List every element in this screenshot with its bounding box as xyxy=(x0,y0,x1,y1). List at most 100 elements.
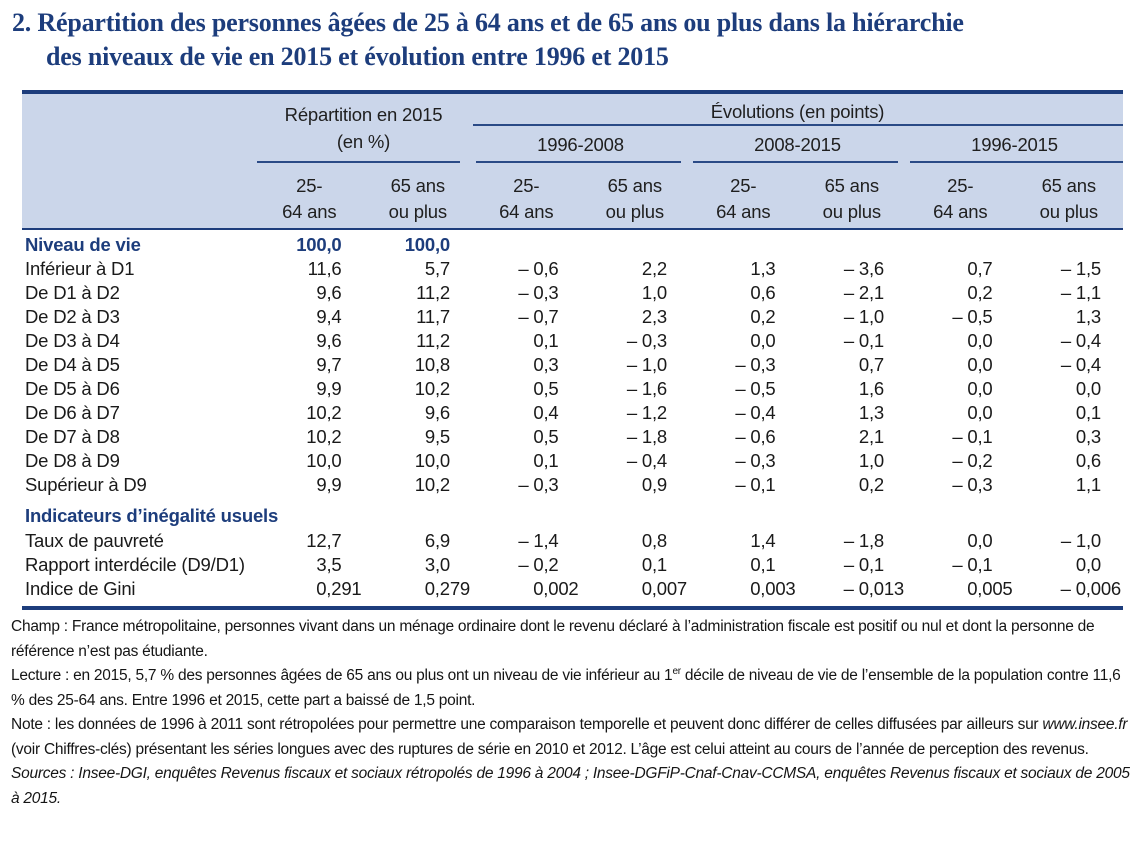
table-row: De D5 à D6 9,9 10,2 0,5 – 1,6 – 0,5 1,6 0,0 0,0 xyxy=(22,377,1123,401)
cell-value: – 0,7 xyxy=(518,306,559,327)
cell-value: 0,2 xyxy=(750,306,776,327)
cell-value: 0,0 xyxy=(1075,554,1101,575)
cell-value: – 0,3 xyxy=(626,330,667,351)
cell-value: 1,3 xyxy=(750,258,776,279)
cell-value: – 0,3 xyxy=(518,282,559,303)
row-label: De D3 à D4 xyxy=(25,330,120,351)
cell-value: 0,3 xyxy=(1075,426,1101,447)
cell-value: – 1,8 xyxy=(626,426,667,447)
row-label: Indicateurs d’inégalité usuels xyxy=(25,505,279,526)
cell-value: – 1,2 xyxy=(626,402,667,423)
cell-value: 100,0 xyxy=(296,234,342,255)
table-row: De D1 à D2 9,6 11,2 – 0,3 1,0 0,6 – 2,1 0,2 – 1,… xyxy=(22,281,1123,305)
cell-value: – 0,3 xyxy=(735,450,776,471)
row-label: Niveau de vie xyxy=(25,234,141,255)
cell-value: 10,0 xyxy=(414,450,450,471)
table-row: Taux de pauvreté 12,7 6,9 – 1,4 0,8 1,4 – 1,8 0… xyxy=(22,529,1123,553)
table-row: Inférieur à D1 11,6 5,7 – 0,6 2,2 1,3 – 3,6 0,7… xyxy=(22,257,1123,281)
cell-value: 11,2 xyxy=(416,330,450,351)
cell-value: 1,0 xyxy=(641,282,667,303)
cell-value: 9,6 xyxy=(316,282,342,303)
age-column-header: 65 ans ou plus xyxy=(605,175,664,222)
group-header-repartition-line2: (en %) xyxy=(336,131,391,152)
footnote: Champ : France métropolitaine, personnes… xyxy=(11,618,1095,660)
cell-value: 0,0 xyxy=(1075,378,1101,399)
cell-value: 1,6 xyxy=(858,378,884,399)
cell-value: 0,003 xyxy=(750,578,796,599)
row-label: De D2 à D3 xyxy=(25,306,120,327)
cell-value: – 0,1 xyxy=(735,474,776,495)
cell-value: 0,1 xyxy=(1075,402,1101,423)
cell-value: 0,002 xyxy=(533,578,579,599)
rule-under-period-3 xyxy=(910,161,1123,163)
data-table: Répartition en 2015 (en %) Évolutions (e… xyxy=(22,90,1123,610)
cell-value: 10,2 xyxy=(414,378,450,399)
cell-value: – 0,3 xyxy=(735,354,776,375)
cell-value: 0,0 xyxy=(967,530,993,551)
cell-value: 10,0 xyxy=(306,450,342,471)
group-header-evolutions: Évolutions (en points) xyxy=(710,101,885,122)
cell-value: 0,8 xyxy=(641,530,667,551)
cell-value: 0,2 xyxy=(967,282,993,303)
cell-value: 0,3 xyxy=(533,354,559,375)
age-column-header: 25- 64 ans xyxy=(716,175,771,222)
cell-value: – 0,3 xyxy=(952,474,993,495)
footnotes: Champ : France métropolitaine, personnes… xyxy=(11,615,1130,811)
cell-value: – 0,4 xyxy=(1060,354,1101,375)
cell-value: 6,9 xyxy=(424,530,450,551)
cell-value: 1,0 xyxy=(858,450,884,471)
cell-value: 2,3 xyxy=(641,306,667,327)
age-column-headers: 25- 64 ans 65 ans ou plus 25- 64 ans 65 ans ou … xyxy=(255,173,1123,225)
row-label: Taux de pauvreté xyxy=(25,530,164,551)
cell-value: – 1,6 xyxy=(626,378,667,399)
cell-value: 10,2 xyxy=(306,402,342,423)
cell-value: 0,0 xyxy=(750,330,776,351)
cell-value: – 1,5 xyxy=(1060,258,1101,279)
cell-value: – 0,6 xyxy=(735,426,776,447)
cell-value: 0,2 xyxy=(858,474,884,495)
age-column-header: 65 ans ou plus xyxy=(822,175,881,222)
rule-under-period-2 xyxy=(693,161,898,163)
cell-value: 0,1 xyxy=(641,554,667,575)
cell-value: 0,6 xyxy=(750,282,776,303)
cell-value: 5,7 xyxy=(424,258,450,279)
cell-value: 1,1 xyxy=(1075,474,1101,495)
cell-value: 0,279 xyxy=(424,578,470,599)
cell-value: 0,1 xyxy=(533,450,559,471)
table-row: De D4 à D5 9,7 10,8 0,3 – 1,0 – 0,3 0,7 0,0 – 0,… xyxy=(22,353,1123,377)
row-label: De D1 à D2 xyxy=(25,282,120,303)
table-row: Niveau de vie 100,0 100,0 xyxy=(22,233,1123,257)
row-label: Inférieur à D1 xyxy=(25,258,135,279)
cell-value: 3,0 xyxy=(424,554,450,575)
period-header-2008-2015: 2008-2015 xyxy=(754,134,841,155)
group-header-repartition: Répartition en 2015 (en %) xyxy=(255,101,472,155)
cell-value: 0,5 xyxy=(533,378,559,399)
cell-value: 1,4 xyxy=(750,530,776,551)
cell-value: 0,4 xyxy=(533,402,559,423)
cell-value: 9,4 xyxy=(316,306,342,327)
row-label: Rapport interdécile (D9/D1) xyxy=(25,554,245,575)
cell-value: 0,9 xyxy=(641,474,667,495)
table-row: De D2 à D3 9,4 11,7 – 0,7 2,3 0,2 – 1,0 – 0,5 1,… xyxy=(22,305,1123,329)
cell-value: 0,0 xyxy=(967,330,993,351)
cell-value: 2,1 xyxy=(858,426,884,447)
cell-value: – 0,4 xyxy=(626,450,667,471)
age-column-header: 65 ans ou plus xyxy=(388,175,447,222)
age-column-header: 25- 64 ans xyxy=(499,175,554,222)
cell-value: – 0,4 xyxy=(735,402,776,423)
cell-value: 1,3 xyxy=(858,402,884,423)
cell-value: 0,0 xyxy=(967,378,993,399)
cell-value: 9,5 xyxy=(424,426,450,447)
cell-value: 0,007 xyxy=(641,578,687,599)
cell-value: – 0,1 xyxy=(843,554,884,575)
cell-value: 10,2 xyxy=(414,474,450,495)
row-label: Indice de Gini xyxy=(25,578,136,599)
table-header-band: Répartition en 2015 (en %) Évolutions (e… xyxy=(22,90,1123,230)
figure-title: 2. Répartition des personnes âgées de 25… xyxy=(12,8,964,71)
cell-value: 0,0 xyxy=(967,354,993,375)
cell-value: – 0,2 xyxy=(952,450,993,471)
cell-value: 9,7 xyxy=(316,354,342,375)
table-row: Indice de Gini 0,291 0,279 0,002 0,007 0,003 –… xyxy=(22,577,1123,601)
cell-value: 0,6 xyxy=(1075,450,1101,471)
cell-value: 0,7 xyxy=(967,258,993,279)
